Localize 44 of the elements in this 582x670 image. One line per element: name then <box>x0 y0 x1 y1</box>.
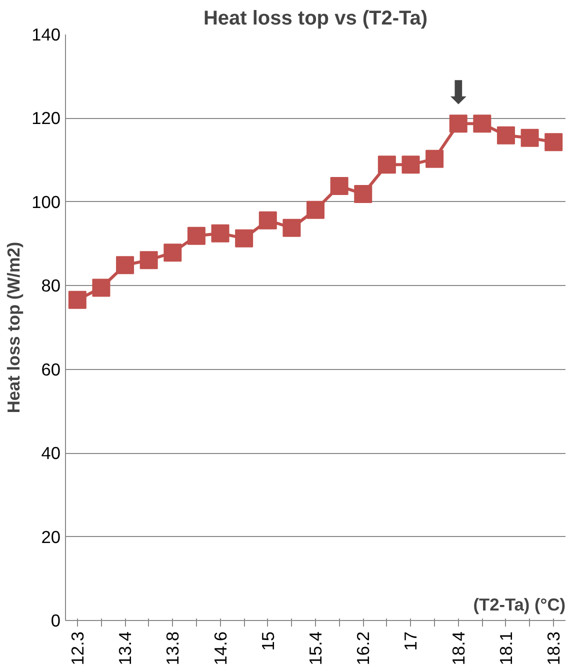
y-tick-label: 80 <box>41 276 61 296</box>
point <box>473 114 492 133</box>
chart-title: Heat loss top vs (T2-Ta) <box>203 8 428 30</box>
point <box>330 177 348 196</box>
point <box>187 226 206 245</box>
point <box>378 156 396 174</box>
annotation: ⬇ <box>444 74 472 112</box>
point <box>68 290 86 309</box>
point <box>402 156 420 174</box>
y-tick-label: 140 <box>32 24 61 44</box>
y-tick-label: 60 <box>41 359 61 380</box>
point <box>544 133 563 152</box>
y-tick-label: 120 <box>32 108 61 128</box>
x-tick-label: 18.1 <box>496 631 516 666</box>
x-tick-label: 18.3 <box>544 631 564 666</box>
point <box>496 126 515 144</box>
point <box>164 244 182 262</box>
point <box>354 184 372 203</box>
point <box>211 224 230 242</box>
point <box>235 229 254 248</box>
point <box>306 200 324 219</box>
point <box>520 128 539 147</box>
y-tick-label: 40 <box>41 443 61 464</box>
x-tick-label: 12.3 <box>67 631 88 666</box>
point <box>258 211 277 230</box>
point <box>449 114 468 133</box>
x-tick-label: 17 <box>400 631 421 651</box>
x-axis-title: (T2-Ta) (°C) <box>473 594 566 614</box>
point <box>116 256 134 274</box>
x-tick-label: 13.8 <box>162 631 183 666</box>
x-tick-label: 15 <box>258 631 278 651</box>
x-tick-label: 13.4 <box>115 631 136 666</box>
y-tick-label: 20 <box>41 526 61 547</box>
point <box>92 278 110 297</box>
point <box>282 218 301 237</box>
x-tick-label: 16.2 <box>353 631 374 666</box>
x-tick-label: 14.6 <box>210 631 230 666</box>
y-tick-label: 0 <box>50 610 61 630</box>
y-tick-label: 100 <box>32 192 61 212</box>
x-tick-label: 18.4 <box>448 631 468 666</box>
point <box>140 251 158 270</box>
point <box>426 150 444 168</box>
y-axis-title: Heat loss top (W/m2) <box>4 242 24 414</box>
x-tick-label: 15.4 <box>306 631 326 666</box>
